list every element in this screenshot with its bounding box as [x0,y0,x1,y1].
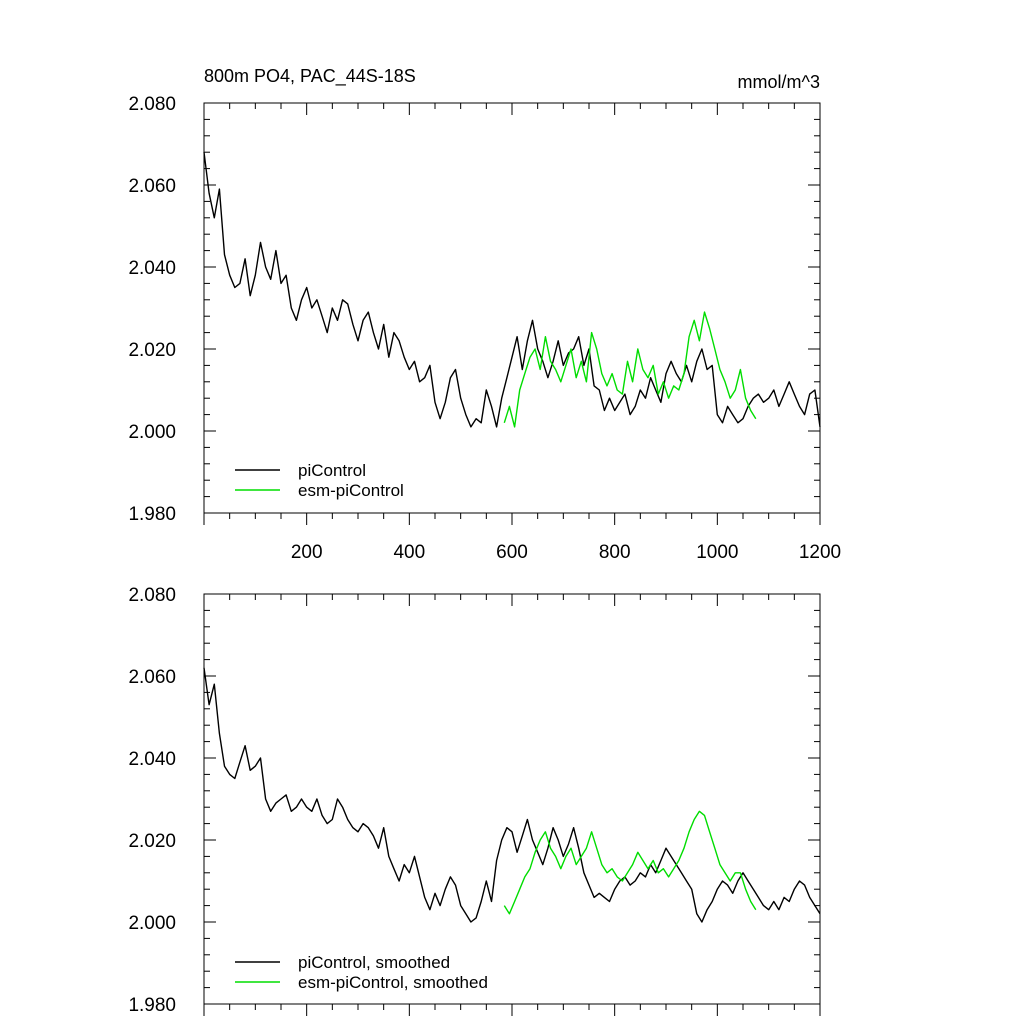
bottom-x-ticks [203,594,821,1016]
y-tick-label: 2.080 [128,94,176,115]
y-tick-label: 2.060 [128,667,176,688]
top-y-ticks: 2.080 2.060 2.040 2.020 2.000 1.980 [128,94,820,525]
legend-label: esm-piControl [298,481,404,500]
series-line [503,810,757,915]
series-line [503,311,757,428]
x-tick-label: 1200 [799,542,841,563]
top-panel: 800m PO4, PAC_44S-18S mmol/m^3 2.080 2.06… [128,66,841,563]
y-tick-label: 2.040 [128,258,176,279]
y-tick-label: 2.000 [128,422,176,443]
legend-label: piControl [298,461,366,480]
y-tick-label: 1.980 [128,504,176,525]
top-plot-frame [203,102,821,514]
legend-label: piControl, smoothed [298,953,450,972]
y-tick-label: 2.040 [128,749,176,770]
bottom-plot-frame [203,593,821,1005]
y-tick-label: 2.020 [128,831,176,852]
top-series [203,152,821,428]
x-tick-label: 800 [599,542,631,563]
x-tick-label: 400 [393,542,425,563]
y-tick-label: 2.000 [128,913,176,934]
y-tick-label: 1.980 [128,995,176,1016]
y-tick-label: 2.080 [128,585,176,606]
top-x-ticks: 200 400 600 800 1000 1200 [203,103,841,563]
top-panel-title: 800m PO4, PAC_44S-18S [204,66,416,87]
y-tick-label: 2.060 [128,176,176,197]
top-panel-units: mmol/m^3 [738,72,820,92]
x-tick-label: 600 [496,542,528,563]
y-tick-label: 2.020 [128,340,176,361]
bottom-panel: 2.080 2.060 2.040 2.020 2.000 1.980 piControl… [128,585,821,1016]
bottom-y-ticks: 2.080 2.060 2.040 2.020 2.000 1.980 [128,585,820,1016]
series-line [203,152,821,428]
series-line [203,667,821,923]
x-tick-label: 1000 [696,542,738,563]
legend-label: esm-piControl, smoothed [298,973,488,992]
x-tick-label: 200 [291,542,323,563]
bottom-series [203,667,821,923]
